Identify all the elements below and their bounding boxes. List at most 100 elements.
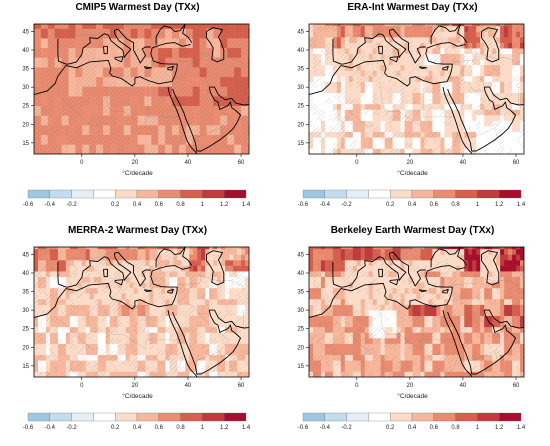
coastline: [209, 309, 249, 329]
lon-tick-label: 60: [238, 160, 245, 166]
lat-tick-label: 15: [297, 364, 304, 370]
colorbar-label: 0.6: [430, 202, 439, 208]
lat-tick-label: 30: [297, 85, 304, 91]
colorbar-label: 1.2: [495, 425, 504, 431]
colorbar-label: -0.6: [23, 425, 34, 431]
coastline: [114, 279, 124, 286]
colorbar-label: -0.2: [66, 202, 77, 208]
colorbar-label: -0.4: [45, 202, 56, 208]
country-border: [198, 274, 245, 290]
panel-title: ERA-Int Warmest Day (TXx): [347, 2, 478, 13]
coastline: [426, 265, 466, 272]
country-border: [473, 89, 505, 137]
colorbar-swatch: [27, 412, 50, 422]
country-border: [58, 318, 100, 351]
lon-tick-label: 60: [513, 383, 520, 389]
colorbar-swatch: [368, 189, 391, 199]
colorbar-swatch: [368, 412, 391, 422]
country-border: [58, 95, 100, 128]
colorbar-label: -0.2: [341, 202, 352, 208]
coastline: [143, 66, 153, 70]
country-border: [198, 312, 230, 360]
colorbar-swatch: [433, 412, 456, 422]
colorbar-label: 0.2: [386, 425, 395, 431]
colorbar-swatch: [390, 189, 413, 199]
lon-tick-label: 0: [355, 160, 359, 166]
colorbar-swatch: [158, 189, 181, 199]
country-border: [333, 95, 375, 128]
colorbar-label: 0.4: [408, 425, 417, 431]
country-border: [343, 247, 450, 259]
colorbar-swatch: [202, 189, 225, 199]
coastline: [151, 42, 191, 49]
colorbar-label: -0.4: [320, 202, 331, 208]
panel-title: CMIP5 Warmest Day (TXx): [75, 2, 200, 13]
country-border: [452, 274, 477, 286]
lon-tick-label: 20: [132, 383, 139, 389]
coastline: [481, 250, 500, 286]
lat-tick-label: 40: [22, 271, 29, 277]
coastline: [309, 270, 453, 319]
map-canvas: 0 20 40 60 45 40 35 30 25 20 15 -0.6 -0.4 -0.2 0.2 0.4 0…: [297, 23, 526, 208]
map-panel: MERRA-2 Warmest Day (TXx) 0 20 40 60 45 40 35 30…: [0, 223, 275, 446]
coastline: [430, 247, 468, 268]
lon-tick-label: 40: [185, 383, 192, 389]
colorbar-label: 0.6: [155, 202, 164, 208]
colorbar-swatch: [302, 189, 325, 199]
map-panel: Berkeley Earth Warmest Day (TXx) 0 20 40 60 4…: [275, 223, 550, 446]
colorbar-swatch: [411, 412, 434, 422]
country-border: [473, 51, 520, 67]
colorbar-swatch: [224, 189, 247, 199]
lon-tick-label: 40: [460, 160, 467, 166]
coastline: [332, 28, 426, 65]
colorbar-label: 0.2: [111, 425, 120, 431]
lat-tick-label: 30: [22, 85, 29, 91]
colorbar-swatch: [49, 189, 72, 199]
coastline: [484, 309, 524, 329]
map-frame: [33, 23, 250, 155]
colorbar-label: 0.2: [386, 202, 395, 208]
trend-grid: [34, 24, 249, 154]
coastline: [167, 87, 198, 154]
colorbar-label: 0.8: [451, 425, 460, 431]
coastline: [378, 268, 383, 278]
country-border: [185, 79, 211, 93]
colorbar-swatch: [411, 189, 434, 199]
trend-grid: [34, 247, 249, 377]
country-border: [460, 302, 486, 316]
lat-tick-label: 35: [297, 67, 304, 73]
lat-tick-label: 40: [22, 48, 29, 54]
country-border: [175, 283, 194, 302]
country-border: [333, 318, 375, 351]
colorbar-swatch: [499, 189, 522, 199]
lon-tick-label: 60: [513, 160, 520, 166]
coastline: [155, 247, 193, 268]
colorbar-label: 1.2: [220, 425, 229, 431]
lat-tick-label: 20: [297, 345, 304, 351]
lat-tick-label: 30: [22, 308, 29, 314]
colorbar-label: -0.6: [298, 425, 309, 431]
country-border: [175, 60, 194, 79]
colorbar-swatch: [390, 412, 413, 422]
country-border: [473, 274, 520, 290]
lat-tick-label: 45: [297, 29, 304, 35]
lon-tick-label: 40: [460, 383, 467, 389]
coastline: [209, 86, 249, 106]
country-border: [343, 24, 450, 36]
colorbar-swatch: [136, 189, 159, 199]
colorbar-swatch: [71, 189, 94, 199]
coastline: [442, 87, 473, 154]
colorbar-label: -0.6: [298, 202, 309, 208]
map-panel: ERA-Int Warmest Day (TXx) 0 20 40 60 45 40 35 30…: [275, 0, 550, 223]
unit-label: °C/decade: [122, 393, 153, 400]
colorbar-label: 0.6: [430, 425, 439, 431]
coastline: [481, 27, 500, 63]
country-border: [473, 312, 505, 360]
colorbar-swatch: [433, 189, 456, 199]
lat-tick-label: 30: [297, 308, 304, 314]
colorbar-label: -0.2: [66, 425, 77, 431]
colorbar-label: 1.2: [220, 202, 229, 208]
lat-tick-label: 15: [22, 364, 29, 370]
colorbar-swatch: [455, 189, 478, 199]
colorbar-swatch: [202, 412, 225, 422]
